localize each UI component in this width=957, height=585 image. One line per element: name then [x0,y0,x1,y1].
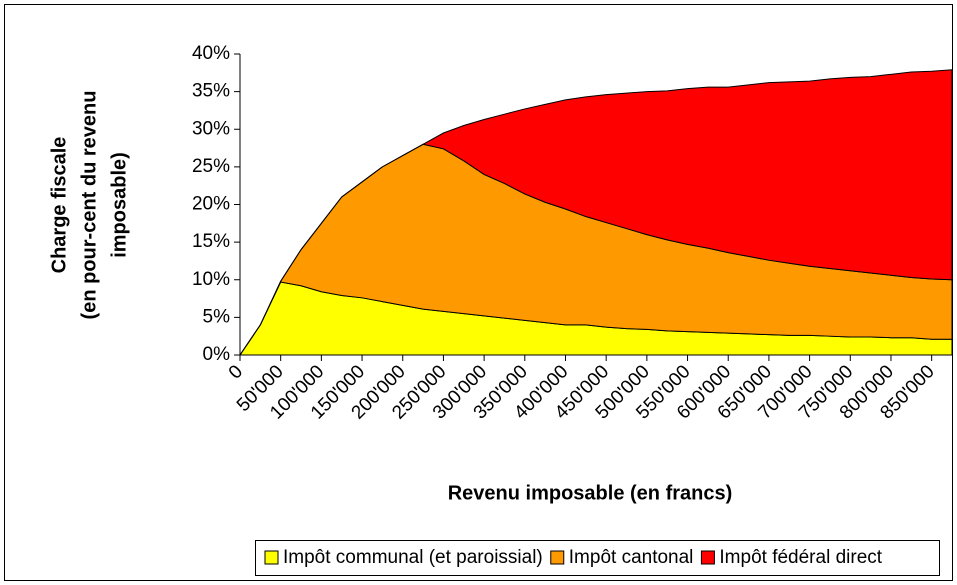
y-tick-label: 30% [192,118,230,139]
area [239,69,953,356]
legend-swatch [700,550,715,565]
y-tick-label: 5% [203,306,231,327]
y-tick-label: 20% [192,194,230,215]
y-tick-label: 25% [192,156,230,177]
y-tick-label: 35% [192,81,230,102]
legend-label: Impôt fédéral direct [719,547,882,568]
legend: Impôt communal (et paroissial) Impôt cant… [264,547,883,568]
y-axis-title-line: Charge fiscale [48,137,70,274]
legend-label: Impôt communal (et paroissial) [283,547,543,568]
y-tick-label: 15% [192,231,230,252]
x-axis-title: Revenu imposable (en francs) [448,482,733,504]
y-axis-title-line: (en pour-cent du revenu [78,91,100,320]
legend-box [255,540,940,576]
y-axis-title: Charge fiscale (en pour-cent du revenu i… [48,91,130,320]
y-tick-label: 0% [203,344,231,365]
y-tick-label: 40% [192,43,230,64]
areas [239,69,953,356]
legend-label: Impôt cantonal [569,547,694,568]
legend-swatch [264,550,279,565]
y-axis-title-line: imposable) [108,152,130,258]
y-tick-label: 10% [192,269,230,290]
legend-swatch [550,550,565,565]
